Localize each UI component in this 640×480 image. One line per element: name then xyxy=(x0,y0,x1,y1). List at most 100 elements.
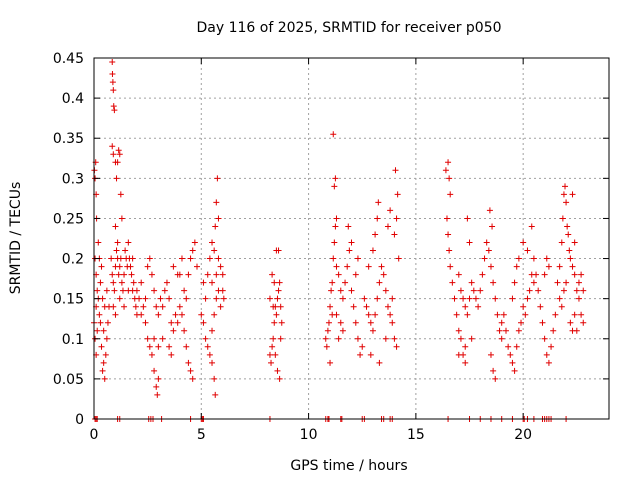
y-tick-label: 0 xyxy=(75,412,84,428)
data-point xyxy=(363,303,370,310)
data-point xyxy=(276,375,283,382)
data-point xyxy=(155,343,162,350)
data-point xyxy=(266,351,273,358)
data-points xyxy=(91,59,587,422)
data-point xyxy=(460,295,467,302)
data-point xyxy=(468,279,475,286)
data-point xyxy=(395,255,402,262)
data-point xyxy=(389,319,396,326)
data-point xyxy=(490,367,497,374)
data-point xyxy=(148,271,155,278)
data-point xyxy=(500,311,507,318)
data-point xyxy=(348,287,355,294)
data-point xyxy=(127,263,134,270)
data-point xyxy=(498,335,505,342)
data-point xyxy=(212,391,219,398)
data-point xyxy=(170,263,177,270)
x-tick-label: 0 xyxy=(90,427,99,443)
data-point xyxy=(219,287,226,294)
data-point xyxy=(573,327,580,334)
data-point xyxy=(394,191,401,198)
data-point xyxy=(136,295,143,302)
data-point xyxy=(339,295,346,302)
data-point xyxy=(274,295,281,302)
data-point xyxy=(157,295,164,302)
data-point xyxy=(449,279,456,286)
data-point xyxy=(111,107,118,114)
data-point xyxy=(266,295,273,302)
data-point xyxy=(117,191,124,198)
data-point xyxy=(354,335,361,342)
data-point xyxy=(513,263,520,270)
data-point xyxy=(121,271,128,278)
data-point xyxy=(269,271,276,278)
data-point xyxy=(335,271,342,278)
data-point xyxy=(211,311,218,318)
data-point xyxy=(337,319,344,326)
data-point xyxy=(490,279,497,286)
data-point xyxy=(550,327,557,334)
data-point xyxy=(97,279,104,286)
data-point xyxy=(153,303,160,310)
data-point xyxy=(115,147,122,154)
data-point xyxy=(575,295,582,302)
data-point xyxy=(108,255,115,262)
data-point xyxy=(332,175,339,182)
data-point xyxy=(492,375,499,382)
y-tick-labels: 0 0.05 0.1 0.15 0.2 0.25 0.3 0.35 0.4 0.45 xyxy=(53,51,84,428)
data-point xyxy=(369,327,376,334)
data-point xyxy=(511,279,518,286)
data-point xyxy=(148,351,155,358)
data-point xyxy=(161,287,168,294)
data-point xyxy=(518,319,525,326)
data-point xyxy=(324,327,331,334)
data-point xyxy=(166,295,173,302)
data-point xyxy=(144,335,151,342)
data-point xyxy=(537,303,544,310)
data-point xyxy=(554,279,561,286)
data-point xyxy=(277,303,284,310)
data-point xyxy=(464,215,471,222)
data-point xyxy=(176,303,183,310)
data-point xyxy=(116,263,123,270)
data-point xyxy=(346,247,353,254)
data-point xyxy=(479,271,486,278)
data-point xyxy=(98,343,105,350)
data-point xyxy=(462,303,469,310)
data-point xyxy=(509,295,516,302)
data-point xyxy=(494,311,501,318)
data-point xyxy=(94,287,101,294)
data-point xyxy=(96,311,103,318)
data-point xyxy=(569,263,576,270)
data-point xyxy=(125,287,132,294)
data-point xyxy=(455,327,462,334)
data-point xyxy=(112,311,119,318)
data-point xyxy=(112,223,119,230)
data-point xyxy=(114,159,121,166)
data-point xyxy=(142,295,149,302)
data-point xyxy=(352,271,359,278)
data-point xyxy=(187,367,194,374)
data-point xyxy=(485,247,492,254)
data-point xyxy=(530,255,537,262)
data-point xyxy=(507,351,514,358)
data-point xyxy=(446,247,453,254)
data-point xyxy=(486,207,493,214)
data-point xyxy=(468,335,475,342)
data-point xyxy=(200,279,207,286)
data-point xyxy=(100,359,107,366)
data-point xyxy=(100,327,107,334)
data-point xyxy=(104,319,111,326)
data-point xyxy=(443,215,450,222)
data-point xyxy=(159,335,166,342)
data-point xyxy=(269,343,276,350)
data-point xyxy=(560,191,567,198)
data-point xyxy=(391,231,398,238)
data-point xyxy=(185,271,192,278)
data-point xyxy=(442,167,449,174)
data-point xyxy=(99,367,106,374)
data-point xyxy=(375,199,382,206)
data-point xyxy=(505,343,512,350)
data-point xyxy=(110,103,117,110)
